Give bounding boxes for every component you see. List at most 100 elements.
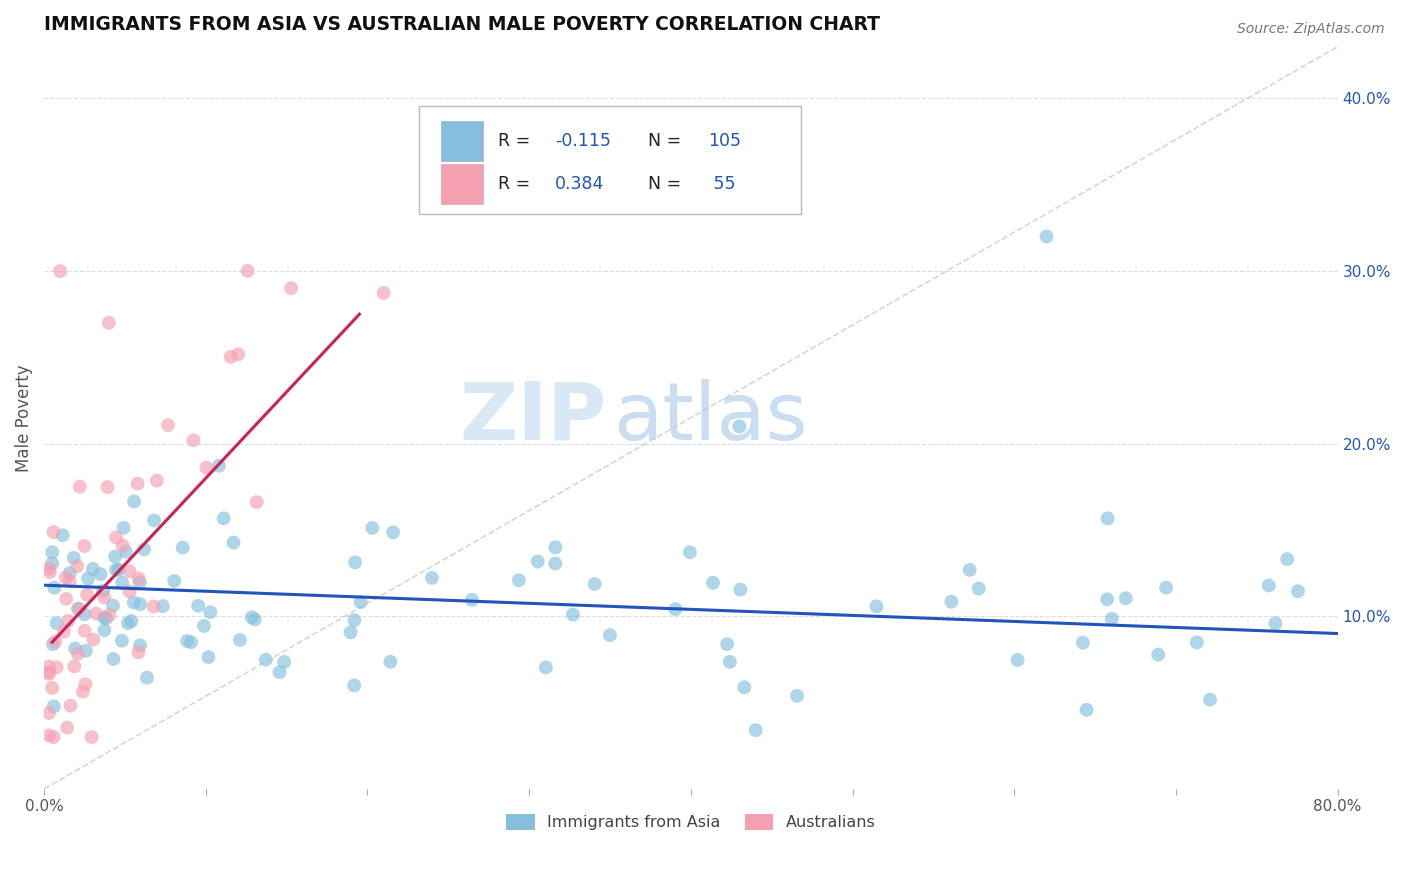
Point — [122, 595, 145, 609]
Point — [101, 599, 124, 613]
Point — [134, 542, 156, 557]
Point — [1286, 584, 1309, 599]
Text: 105: 105 — [707, 132, 741, 150]
Point — [91, 583, 114, 598]
Point — [200, 605, 222, 619]
Point — [59, 566, 82, 580]
Point — [562, 607, 585, 622]
Point — [508, 574, 530, 588]
Text: atlas: atlas — [613, 379, 807, 457]
Point — [42, 524, 65, 539]
Point — [66, 601, 89, 615]
Point — [38, 666, 60, 681]
Point — [786, 689, 808, 703]
Point — [112, 521, 135, 535]
Point — [97, 316, 120, 330]
Text: N =: N = — [648, 175, 688, 193]
Point — [122, 494, 145, 508]
Point — [118, 564, 141, 578]
Point — [526, 555, 548, 569]
Point — [38, 565, 60, 579]
Point — [1277, 552, 1299, 566]
Point — [73, 624, 96, 638]
Point — [45, 660, 67, 674]
Point — [1076, 703, 1098, 717]
Point — [104, 549, 127, 564]
Text: R =: R = — [498, 132, 536, 150]
Point — [69, 480, 91, 494]
Point — [41, 545, 63, 559]
Point — [544, 540, 567, 554]
Point — [77, 572, 100, 586]
Point — [98, 607, 121, 622]
Point — [1101, 612, 1123, 626]
Point — [42, 699, 65, 714]
Point — [75, 644, 97, 658]
Point — [52, 624, 75, 639]
Text: N =: N = — [648, 132, 688, 150]
Point — [1185, 635, 1208, 649]
Point — [1147, 648, 1170, 662]
Point — [38, 665, 60, 680]
Point — [67, 602, 90, 616]
Point — [56, 721, 79, 735]
Point — [66, 647, 89, 661]
Point — [208, 458, 231, 473]
Point — [339, 625, 361, 640]
Text: R =: R = — [498, 175, 536, 193]
Point — [93, 624, 115, 638]
Point — [728, 419, 751, 434]
Point — [1097, 511, 1119, 525]
Point — [143, 514, 166, 528]
Point — [72, 684, 94, 698]
Point — [744, 723, 766, 738]
Point — [1154, 581, 1177, 595]
Point — [93, 591, 115, 605]
Point — [461, 593, 484, 607]
Point — [583, 577, 606, 591]
Point — [118, 584, 141, 599]
Point — [128, 575, 150, 590]
Point — [89, 567, 111, 582]
Point — [280, 281, 302, 295]
Point — [534, 660, 557, 674]
Y-axis label: Male Poverty: Male Poverty — [15, 364, 32, 472]
Point — [82, 632, 104, 647]
Point — [66, 559, 89, 574]
Point — [212, 511, 235, 525]
Point — [38, 659, 60, 673]
Legend: Immigrants from Asia, Australians: Immigrants from Asia, Australians — [499, 807, 883, 837]
Point — [380, 655, 402, 669]
Point — [197, 650, 219, 665]
Point — [45, 616, 67, 631]
FancyBboxPatch shape — [441, 163, 482, 204]
Point — [114, 544, 136, 558]
Point — [41, 681, 63, 695]
Point — [38, 728, 60, 742]
Point — [73, 607, 96, 622]
Point — [243, 612, 266, 626]
Point — [361, 521, 384, 535]
Point — [959, 563, 981, 577]
Point — [56, 614, 79, 628]
Point — [222, 535, 245, 549]
Point — [183, 433, 205, 447]
Point — [42, 730, 65, 744]
Point — [49, 264, 72, 278]
Point — [176, 634, 198, 648]
Point — [127, 476, 149, 491]
Point — [246, 495, 269, 509]
Point — [240, 610, 263, 624]
Text: ZIP: ZIP — [460, 379, 607, 457]
Point — [343, 613, 366, 627]
Point — [63, 641, 86, 656]
Text: IMMIGRANTS FROM ASIA VS AUSTRALIAN MALE POVERTY CORRELATION CHART: IMMIGRANTS FROM ASIA VS AUSTRALIAN MALE … — [44, 15, 880, 34]
Point — [343, 678, 366, 692]
Point — [967, 582, 990, 596]
Point — [59, 574, 82, 589]
Point — [544, 557, 567, 571]
Point — [350, 595, 373, 609]
Point — [84, 607, 107, 621]
Point — [111, 633, 134, 648]
Point — [129, 638, 152, 652]
